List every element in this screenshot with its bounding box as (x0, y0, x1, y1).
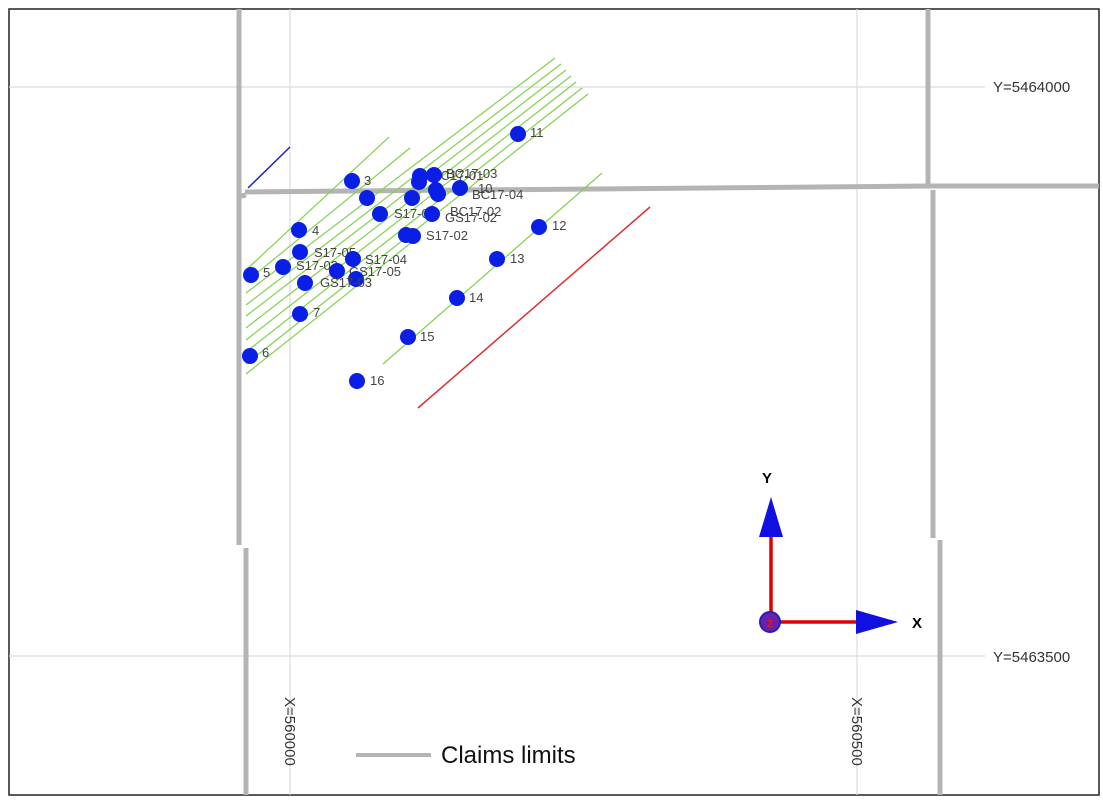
drill-hole[interactable]: 14 (449, 290, 483, 306)
drill-hole[interactable]: 12 (531, 218, 566, 235)
drill-hole-label: BC17-01 (432, 168, 483, 183)
legend-label: Claims limits (441, 742, 576, 769)
drill-hole-marker[interactable] (345, 251, 361, 267)
drill-hole-label: 12 (552, 218, 566, 233)
drill-hole-marker[interactable] (424, 206, 440, 222)
drill-hole-marker[interactable] (242, 348, 258, 364)
drill-hole-label: BC17-02 (450, 204, 501, 219)
claims-limits (236, 9, 1099, 795)
z-axis-label: Z (767, 619, 773, 630)
drill-hole-marker[interactable] (297, 275, 313, 291)
drill-hole-label: 14 (469, 290, 483, 305)
drill-hole-label: S17-03 (296, 258, 338, 273)
drill-hole-marker[interactable] (510, 126, 526, 142)
drill-hole-label: 4 (312, 223, 319, 238)
drill-hole-marker[interactable] (405, 228, 421, 244)
grid-lines (9, 9, 985, 795)
drill-hole-label: 5 (263, 265, 270, 280)
drill-hole[interactable]: BC17-03 (426, 166, 497, 183)
grid-label-y-bottom: Y=5463500 (993, 649, 1070, 666)
drill-hole-marker[interactable] (489, 251, 505, 267)
drill-hole-marker[interactable] (400, 329, 416, 345)
drill-hole-marker[interactable] (329, 263, 345, 279)
y-axis-arrow-icon (759, 497, 783, 537)
drill-hole-label: 16 (370, 373, 384, 388)
drill-hole-label: BC17-03 (446, 166, 497, 181)
red-line (417, 206, 651, 409)
drill-hole-label: 13 (510, 251, 524, 266)
drill-hole-label: 6 (262, 345, 269, 360)
y-axis-label: Y (762, 470, 772, 487)
map-frame (8, 8, 1100, 796)
drill-hole[interactable]: 13 (489, 251, 524, 267)
drill-hole[interactable]: S17-04 (345, 251, 407, 267)
drill-hole-label: 7 (313, 305, 320, 320)
drill-hole-label: 11 (530, 125, 544, 140)
drill-hole[interactable]: S17-05 (292, 244, 356, 260)
grid-label-x-left: X=560000 (281, 697, 298, 766)
drill-hole-marker[interactable] (430, 186, 446, 202)
drill-hole-label: S17-05 (314, 245, 356, 260)
drill-hole-marker[interactable] (292, 306, 308, 322)
drill-hole-marker[interactable] (449, 290, 465, 306)
drill-hole-marker[interactable] (275, 259, 291, 275)
grid-label-x-right: X=560500 (848, 697, 865, 766)
drill-hole[interactable]: 16 (349, 373, 384, 389)
drill-hole[interactable]: S17-03 (275, 258, 338, 275)
axis-triad: Z Y X (759, 470, 922, 634)
drill-hole-marker[interactable] (291, 222, 307, 238)
drill-hole-marker[interactable] (349, 373, 365, 389)
blue-line (247, 146, 291, 189)
drill-hole[interactable]: 7 (292, 305, 320, 322)
drill-hole-marker[interactable] (243, 267, 259, 283)
drill-hole[interactable]: 11 (510, 125, 544, 142)
drill-hole[interactable]: BC17-02 (430, 186, 501, 219)
drill-hole[interactable]: S17-02 (405, 228, 468, 244)
drill-hole-marker[interactable] (531, 219, 547, 235)
drill-hole[interactable]: 4 (291, 222, 319, 238)
drill-hole-marker[interactable] (426, 167, 442, 183)
drill-hole[interactable]: 3 (344, 173, 371, 189)
drill-hole-marker[interactable] (359, 190, 375, 206)
x-axis-arrow-icon (856, 610, 898, 634)
drill-hole-label: 10 (478, 181, 492, 196)
drill-hole-marker[interactable] (292, 244, 308, 260)
drill-hole-marker[interactable] (412, 168, 428, 184)
drill-hole[interactable]: GS17-03 (320, 271, 372, 290)
drill-hole-marker[interactable] (344, 173, 360, 189)
drill-hole-label: BC17-04 (472, 187, 523, 202)
drill-hole-marker[interactable] (404, 190, 420, 206)
drill-hole-marker[interactable] (372, 206, 388, 222)
legend: Claims limits (356, 742, 576, 769)
x-axis-label: X (912, 615, 922, 632)
drill-hole[interactable]: 15 (400, 329, 434, 345)
drill-hole-label: GS17-03 (320, 275, 372, 290)
drill-hole-label: GS17-02 (445, 210, 497, 225)
drill-hole[interactable]: BC17-01 (412, 168, 483, 184)
drill-hole[interactable]: GS17-02 (424, 206, 497, 225)
drill-hole-marker[interactable] (348, 271, 364, 287)
drill-hole-label: 3 (364, 173, 371, 188)
drill-hole-label: S17-04 (365, 252, 407, 267)
drill-hole[interactable]: BC17-04 (452, 180, 523, 202)
drill-hole-marker[interactable] (452, 180, 468, 196)
drill-hole-label: 15 (420, 329, 434, 344)
drill-hole[interactable]: 6 (242, 345, 269, 364)
grid-label-y-top: Y=5464000 (993, 79, 1070, 96)
z-axis-marker (759, 611, 781, 633)
drill-hole[interactable]: 5 (243, 265, 270, 283)
drill-hole-label: S17-02 (426, 228, 468, 243)
